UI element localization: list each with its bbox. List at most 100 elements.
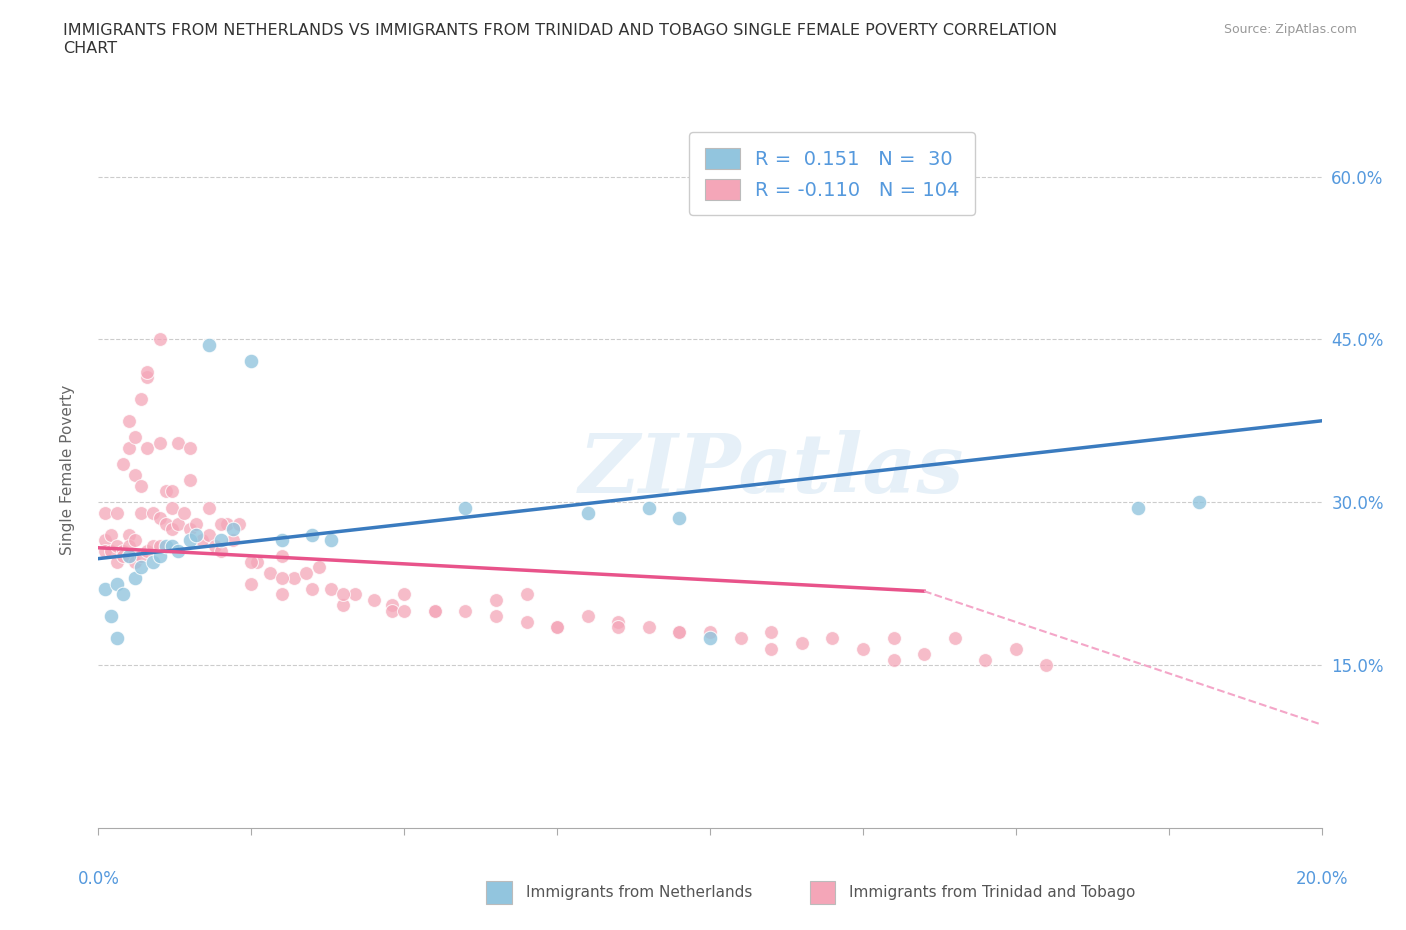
Point [111, 549, 134, 564]
Point [209, 533, 232, 548]
Text: Immigrants from Netherlands: Immigrants from Netherlands [526, 885, 752, 900]
Point [821, 631, 844, 645]
Point [240, 576, 263, 591]
Point [301, 527, 323, 542]
Point [93, 581, 115, 596]
Point [295, 565, 318, 580]
Point [118, 441, 141, 456]
Point [270, 587, 292, 602]
Point [423, 604, 446, 618]
Point [129, 560, 152, 575]
Point [105, 554, 128, 569]
Point [1188, 495, 1211, 510]
Point [129, 506, 152, 521]
Text: Source: ZipAtlas.com: Source: ZipAtlas.com [1223, 23, 1357, 36]
Point [93, 533, 115, 548]
Point [485, 609, 508, 624]
Point [167, 543, 190, 558]
Point [308, 560, 330, 575]
Point [149, 512, 172, 526]
Point [179, 533, 201, 548]
Point [222, 522, 245, 537]
Point [209, 516, 232, 531]
Point [204, 538, 226, 553]
Point [105, 506, 128, 521]
Point [332, 587, 354, 602]
Point [197, 500, 219, 515]
Point [167, 435, 190, 450]
Point [240, 353, 263, 368]
Y-axis label: Single Female Poverty: Single Female Poverty [60, 384, 75, 555]
Point [105, 631, 128, 645]
Point [136, 370, 159, 385]
Point [129, 549, 152, 564]
Text: 20.0%: 20.0% [1295, 870, 1348, 888]
Point [883, 631, 905, 645]
Point [1035, 658, 1057, 672]
Point [197, 527, 219, 542]
Point [124, 430, 146, 445]
Text: IMMIGRANTS FROM NETHERLANDS VS IMMIGRANTS FROM TRINIDAD AND TOBAGO SINGLE FEMALE: IMMIGRANTS FROM NETHERLANDS VS IMMIGRANT… [63, 23, 1057, 56]
Point [852, 642, 875, 657]
Text: Immigrants from Trinidad and Tobago: Immigrants from Trinidad and Tobago [849, 885, 1136, 900]
Point [319, 581, 342, 596]
Point [363, 592, 385, 607]
Point [668, 512, 690, 526]
Point [124, 533, 146, 548]
Point [381, 598, 404, 613]
Point [124, 468, 146, 483]
Point [111, 587, 134, 602]
Point [100, 527, 122, 542]
Text: ZIPatlas: ZIPatlas [578, 430, 965, 510]
Point [179, 441, 201, 456]
Point [668, 625, 690, 640]
Point [118, 549, 141, 564]
Point [576, 609, 599, 624]
Point [392, 587, 416, 602]
Point [100, 543, 122, 558]
Point [912, 646, 935, 661]
Point [270, 549, 292, 564]
Point [173, 506, 195, 521]
Point [1004, 642, 1026, 657]
Point [730, 631, 752, 645]
Point [576, 506, 599, 521]
Point [332, 598, 354, 613]
Point [215, 516, 238, 531]
Point [454, 604, 477, 618]
Point [118, 549, 141, 564]
Point [155, 516, 177, 531]
Point [699, 631, 721, 645]
Point [136, 543, 159, 558]
Point [883, 180, 905, 195]
Point [118, 538, 141, 553]
Point [179, 473, 201, 488]
Point [637, 500, 661, 515]
Point [209, 543, 232, 558]
Point [759, 642, 782, 657]
Point [607, 614, 630, 629]
Point [167, 516, 190, 531]
Point [974, 652, 997, 667]
Point [124, 571, 146, 586]
Point [111, 457, 134, 472]
Point [283, 571, 305, 586]
Point [93, 543, 115, 558]
Point [699, 625, 721, 640]
Point [246, 554, 269, 569]
Point [118, 527, 141, 542]
Point [149, 538, 172, 553]
Point [160, 538, 183, 553]
Point [381, 604, 404, 618]
Point [607, 619, 630, 634]
Point [344, 587, 367, 602]
Point [197, 338, 219, 352]
Point [240, 554, 263, 569]
Point [142, 538, 165, 553]
Point [516, 614, 538, 629]
Point [105, 576, 128, 591]
Point [637, 619, 661, 634]
Point [179, 522, 201, 537]
Point [191, 533, 214, 548]
Point [228, 516, 250, 531]
